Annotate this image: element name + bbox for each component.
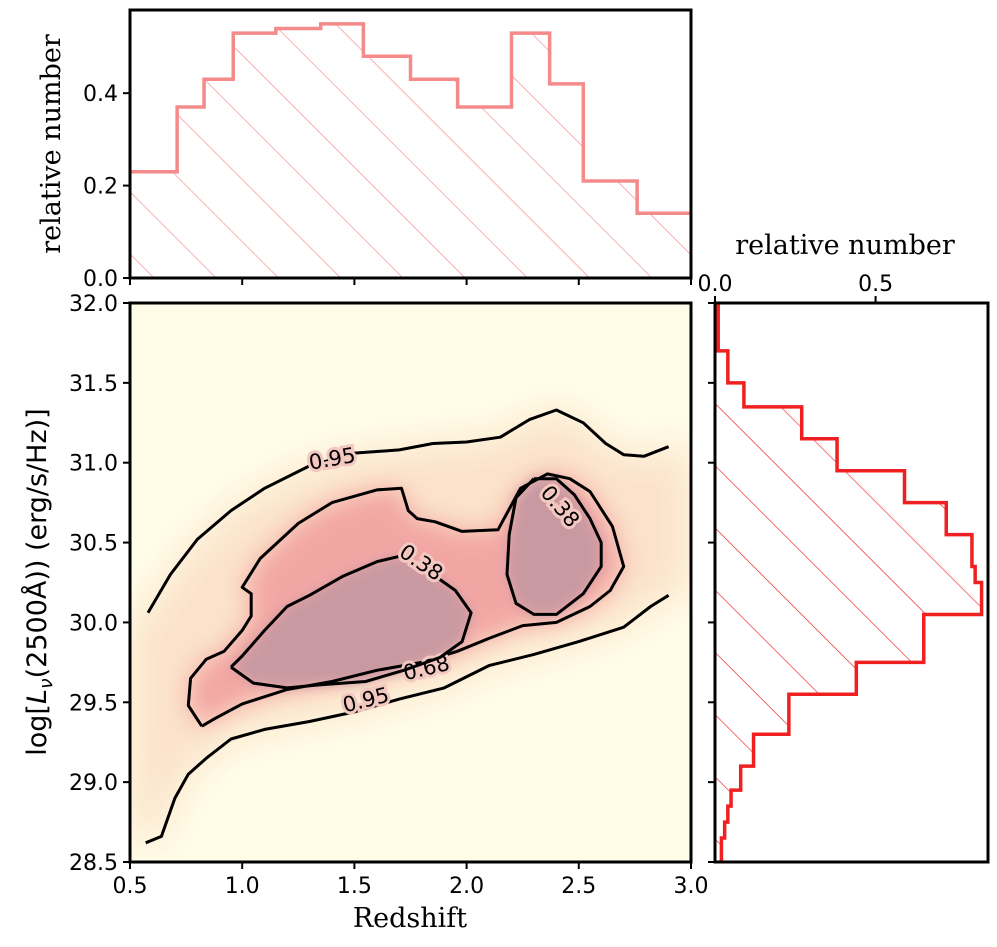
main-density-panel: 0.950.950.680.380.38 0.5 1.0 1.5 2.0 2.5 3.02… xyxy=(21,292,709,934)
right-xtick-label: 0.0 xyxy=(698,272,733,297)
right-histogram-bar xyxy=(715,535,972,567)
top-histogram-ylabel: relative number xyxy=(36,34,67,254)
main-ytick-label: 30.5 xyxy=(69,532,118,557)
contour-line-095 xyxy=(145,594,670,845)
right-histogram-bar xyxy=(715,583,982,615)
main-ytick-label: 28.5 xyxy=(69,851,118,876)
main-density-ticks: 0.5 1.0 1.5 2.0 2.5 3.0 28.5 29.0 29.5 30.0 30.5 31… xyxy=(69,292,708,899)
contour-line-095 xyxy=(146,408,670,614)
top-histogram-bar xyxy=(583,181,610,278)
right-histogram-bar xyxy=(715,471,904,503)
right-histogram-bar xyxy=(715,351,728,383)
main-density-xlabel: Redshift xyxy=(353,903,467,934)
main-ytick-label: 30.0 xyxy=(69,611,118,636)
right-histogram-bars xyxy=(715,303,984,862)
right-histogram-bar xyxy=(715,734,754,766)
main-xtick-label: 1.0 xyxy=(225,874,260,899)
top-ytick-label: 0.4 xyxy=(83,82,118,107)
top-histogram-bars xyxy=(130,22,691,278)
top-histogram-bar xyxy=(363,56,410,278)
main-density-ylabel: log[Lν(2500Å)) (erg/s/Hz)] xyxy=(21,408,57,755)
top-histogram-bar xyxy=(130,172,177,278)
main-density-frame xyxy=(128,301,693,864)
top-histogram-frame xyxy=(128,8,693,280)
right-histogram-bar xyxy=(715,567,975,583)
right-histogram-xlabel: relative number xyxy=(735,230,955,261)
top-histogram-bar xyxy=(411,79,458,278)
main-ytick-label: 31.5 xyxy=(69,372,118,397)
right-histogram-bar xyxy=(715,766,741,790)
density-heatmap xyxy=(130,410,691,843)
right-histogram-bar xyxy=(715,614,924,662)
top-histogram-bar xyxy=(637,213,691,278)
top-histogram-bar xyxy=(511,33,549,278)
right-histogram-bar xyxy=(715,806,728,822)
top-histogram-bar xyxy=(458,107,480,278)
right-histogram-bar xyxy=(715,694,789,734)
main-xtick-label: 2.0 xyxy=(449,874,484,899)
main-ytick-label: 29.5 xyxy=(69,691,118,716)
top-histogram-bar xyxy=(550,84,584,278)
top-histogram-panel: 0.0 0.2 0.4 relative number xyxy=(36,8,693,292)
right-histogram-hatch xyxy=(715,303,982,862)
right-histogram-step xyxy=(716,303,984,862)
top-histogram-bar xyxy=(610,181,637,278)
contour-line-038 xyxy=(505,477,603,616)
top-histogram-bar xyxy=(177,107,204,278)
main-xtick-label: 2.5 xyxy=(561,874,596,899)
right-xtick-label: 0.5 xyxy=(858,272,893,297)
right-histogram-bar xyxy=(715,662,856,694)
top-histogram-bar xyxy=(233,33,276,278)
main-xtick-label: 3.0 xyxy=(674,874,709,899)
right-histogram-frame xyxy=(713,301,990,864)
main-xtick-label: 0.5 xyxy=(113,874,148,899)
main-xtick-label: 1.5 xyxy=(337,874,372,899)
top-histogram-bar xyxy=(321,24,364,278)
top-histogram-bar xyxy=(204,79,233,278)
top-histogram-hatch xyxy=(130,23,691,278)
right-histogram-bar xyxy=(715,790,731,806)
right-histogram-bar xyxy=(715,439,837,471)
top-ytick-label: 0.0 xyxy=(83,267,118,292)
contour-line-038 xyxy=(229,553,473,690)
right-histogram-panel: 0.0 0.5 relative number xyxy=(698,230,990,864)
right-histogram-bar xyxy=(715,383,744,407)
top-histogram-bar xyxy=(276,28,321,278)
density-region-038-secondary xyxy=(507,478,602,615)
top-ytick-label: 0.2 xyxy=(83,175,118,200)
main-ytick-label: 32.0 xyxy=(69,292,118,317)
main-ytick-label: 29.0 xyxy=(69,771,118,796)
top-histogram-bar xyxy=(480,107,511,278)
right-histogram-bar xyxy=(715,503,946,535)
density-region-038-main xyxy=(231,555,472,688)
main-ytick-label: 31.0 xyxy=(69,452,118,477)
right-histogram-bar xyxy=(715,407,802,439)
top-histogram-step xyxy=(130,22,691,216)
